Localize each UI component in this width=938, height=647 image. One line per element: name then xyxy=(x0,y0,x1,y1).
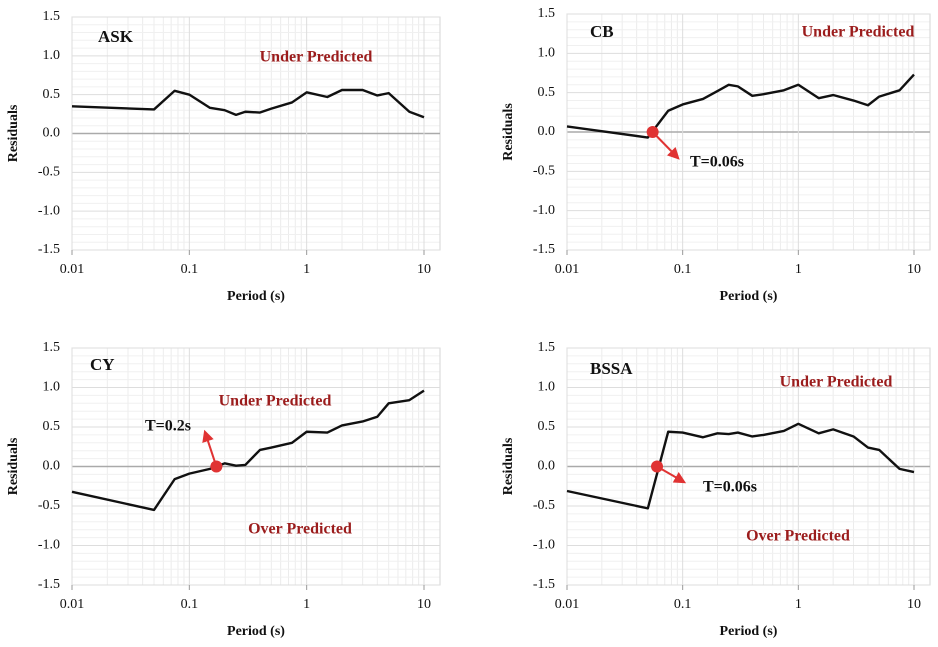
x-tick-label: 1 xyxy=(303,262,310,277)
y-tick-label: 0.5 xyxy=(538,419,556,434)
y-tick-label: -1.0 xyxy=(38,203,60,218)
y-axis-label: Residuals xyxy=(6,437,21,495)
y-tick-label: -1.0 xyxy=(533,203,555,218)
annotation: Over Predicted xyxy=(248,521,352,538)
panel-title: BSSA xyxy=(590,359,633,378)
panel: -1.5 -1.0 -0.5 0.0 0.5 1.0 1.5 0.01 0.1 1 10 Period… xyxy=(6,340,441,639)
annotation-arrow xyxy=(202,429,218,467)
y-axis-label: Residuals xyxy=(501,437,516,495)
y-tick-label: 1.5 xyxy=(538,6,556,21)
x-tick-label: 1 xyxy=(795,262,802,277)
panel: -1.5 -1.0 -0.5 0.0 0.5 1.0 1.5 0.01 0.1 1 10 Period… xyxy=(501,6,931,304)
x-axis-label: Period (s) xyxy=(720,624,778,639)
y-tick-label: -1.0 xyxy=(533,538,555,553)
y-tick-label: -1.5 xyxy=(533,577,555,592)
y-tick-label: 0.0 xyxy=(43,459,61,474)
annotation: Over Predicted xyxy=(746,528,850,545)
x-tick-label: 10 xyxy=(907,597,921,612)
series-line xyxy=(71,88,425,119)
y-tick-label: 1.5 xyxy=(538,340,556,355)
x-tick-label: 0.1 xyxy=(181,597,199,612)
x-tick-label: 10 xyxy=(417,262,431,277)
annotation: Under Predicted xyxy=(802,24,915,41)
x-axis-label: Period (s) xyxy=(227,624,285,639)
annotation: Under Predicted xyxy=(260,49,373,66)
point-marker xyxy=(651,460,664,473)
series-line xyxy=(566,73,915,139)
x-tick-label: 0.01 xyxy=(555,597,580,612)
y-tick-label: 1.0 xyxy=(43,380,61,395)
y-tick-label: -0.5 xyxy=(533,164,555,179)
y-tick-label: 1.0 xyxy=(43,48,61,63)
panel-title: CB xyxy=(590,22,614,41)
x-tick-label: 0.01 xyxy=(60,262,85,277)
y-tick-label: 0.5 xyxy=(538,85,556,100)
series-line xyxy=(566,422,915,510)
annotation: T=0.2s xyxy=(145,418,191,435)
annotation: Under Predicted xyxy=(780,374,893,391)
y-tick-label: 0.0 xyxy=(43,126,61,141)
annotation: T=0.06s xyxy=(690,154,744,171)
panel-title: CY xyxy=(90,355,115,374)
x-tick-label: 10 xyxy=(417,597,431,612)
x-tick-label: 0.1 xyxy=(674,597,692,612)
y-tick-label: 0.0 xyxy=(538,124,556,139)
point-marker xyxy=(646,126,659,138)
x-axis-label: Period (s) xyxy=(227,289,285,304)
series-line xyxy=(71,389,425,512)
x-tick-label: 1 xyxy=(303,597,310,612)
y-tick-label: 0.0 xyxy=(538,459,556,474)
panel-title: ASK xyxy=(98,27,134,46)
point-marker xyxy=(210,460,223,473)
y-axis-label: Residuals xyxy=(501,103,516,161)
y-tick-label: -1.0 xyxy=(38,538,60,553)
x-tick-label: 0.01 xyxy=(60,597,85,612)
annotation: Under Predicted xyxy=(219,393,332,410)
y-tick-label: -1.5 xyxy=(38,577,60,592)
x-tick-label: 0.1 xyxy=(181,262,199,277)
y-tick-label: 1.0 xyxy=(538,380,556,395)
y-tick-label: -1.5 xyxy=(38,242,60,257)
x-tick-label: 0.01 xyxy=(555,262,580,277)
x-axis-label: Period (s) xyxy=(720,289,778,304)
y-tick-label: -0.5 xyxy=(38,498,60,513)
panel: -1.5 -1.0 -0.5 0.0 0.5 1.0 1.5 0.01 0.1 1 10 Period… xyxy=(501,340,931,639)
x-tick-label: 1 xyxy=(795,597,802,612)
y-tick-label: 0.5 xyxy=(43,87,61,102)
y-tick-label: 1.0 xyxy=(538,46,556,61)
annotation: T=0.06s xyxy=(703,479,757,496)
y-tick-label: -0.5 xyxy=(533,498,555,513)
annotation-arrow xyxy=(651,131,680,160)
x-tick-label: 0.1 xyxy=(674,262,692,277)
y-tick-label: 0.5 xyxy=(43,419,61,434)
panel: -1.5 -1.0 -0.5 0.0 0.5 1.0 1.5 0.01 0.1 1 10 Period… xyxy=(6,9,441,304)
y-axis-label: Residuals xyxy=(6,104,21,162)
y-tick-label: -0.5 xyxy=(38,165,60,180)
y-tick-label: -1.5 xyxy=(533,242,555,257)
x-tick-label: 10 xyxy=(907,262,921,277)
y-tick-label: 1.5 xyxy=(43,9,61,24)
y-tick-label: 1.5 xyxy=(43,340,61,355)
